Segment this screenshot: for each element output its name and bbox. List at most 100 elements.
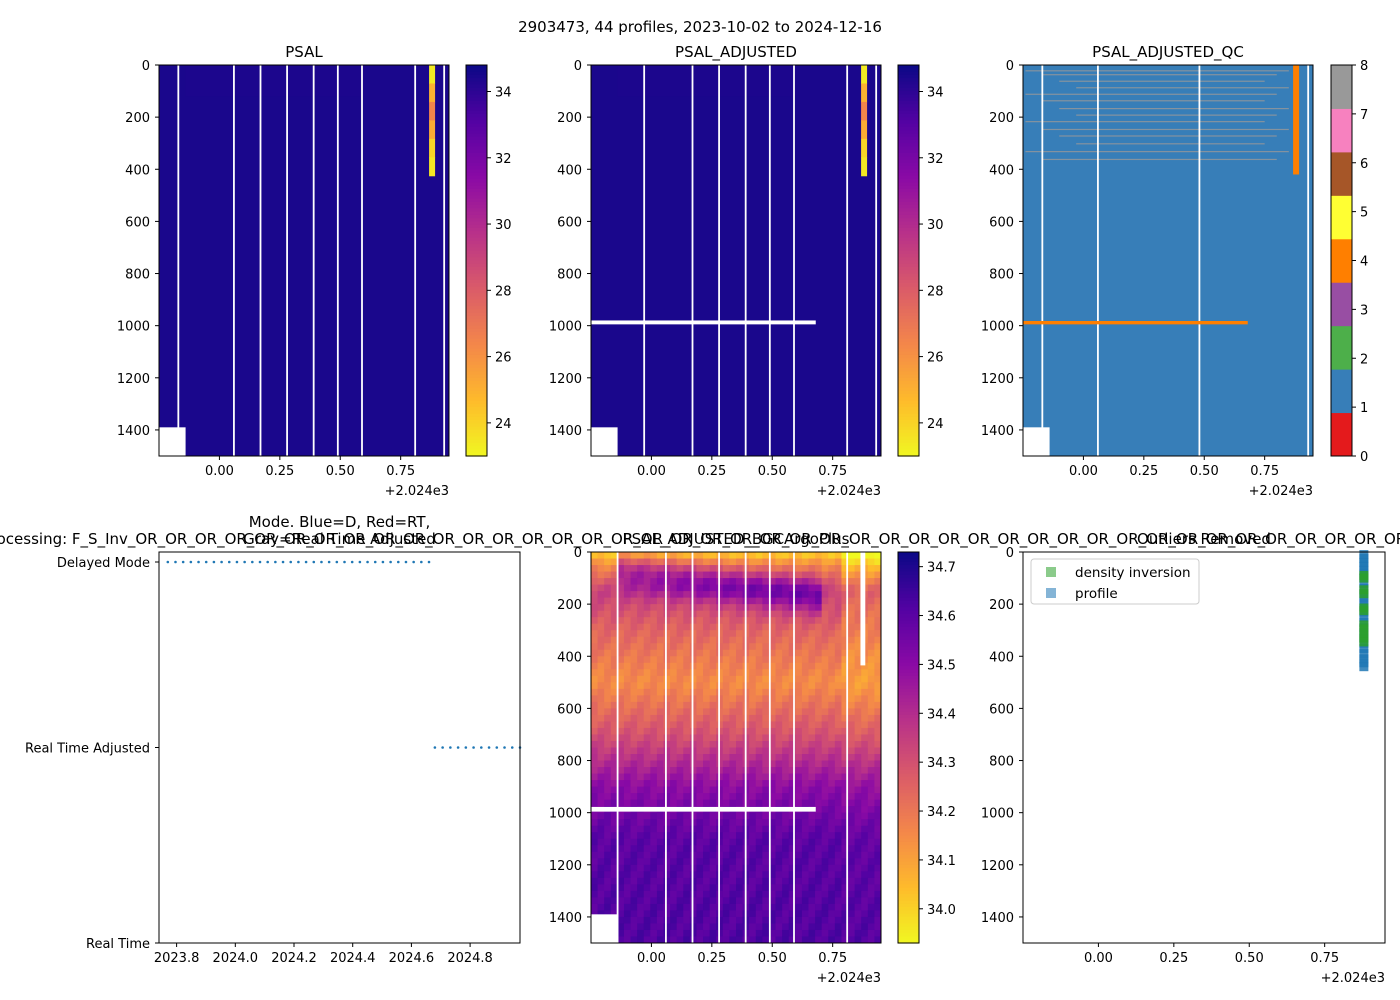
bgc-heatmap-cell: [696, 649, 704, 657]
psal-colorbar-cell: [466, 328, 487, 333]
bgc-heatmap-cell: [689, 649, 697, 657]
bgc-heatmap-cell: [689, 604, 697, 612]
bgc-heatmap-cell: [610, 786, 618, 794]
psal-anomaly-cell: [429, 120, 436, 140]
bgc-heatmap-cell: [670, 910, 678, 918]
psal_adjusted-colorbar-cell: [898, 358, 919, 363]
bgc-heatmap-cell: [782, 812, 790, 820]
bgc-heatmap-cell: [703, 708, 711, 716]
bgc-heatmap-cell: [828, 597, 836, 605]
bgc-heatmap-cell: [703, 714, 711, 722]
bgc-heatmap-cell: [604, 636, 612, 644]
bgc-heatmap-cell: [637, 604, 645, 612]
psal_adjusted-colorbar-cell: [898, 270, 919, 275]
bgc-heatmap-cell: [755, 714, 763, 722]
bgc-heatmap-cell: [689, 793, 697, 801]
bgc-heatmap-cell: [841, 747, 849, 755]
bgc-heatmap-cell: [643, 773, 651, 781]
bgc-heatmap-cell: [848, 688, 856, 696]
mode-point: [235, 560, 239, 564]
bgc-heatmap-cell: [775, 916, 783, 924]
qc-colorbar-cell: [1331, 238, 1352, 283]
bgc-heatmap-cell: [782, 871, 790, 879]
bgc-heatmap-cell: [848, 695, 856, 703]
bgc-heatmap-cell: [736, 812, 744, 820]
bgc-heatmap-cell: [736, 636, 744, 644]
bgc-heatmap-cell: [795, 714, 803, 722]
bgc-heatmap-cell: [755, 597, 763, 605]
bgc-heatmap-cell: [663, 793, 671, 801]
bgc-heatmap-cell: [650, 786, 658, 794]
bgc-heatmap-cell: [696, 669, 704, 677]
bgc-heatmap-cell: [696, 760, 704, 768]
bgc-heatmap-cell: [795, 754, 803, 762]
bgc-heatmap-cell: [808, 884, 816, 892]
bgc-heatmap-cell: [604, 890, 612, 898]
bgc-heatmap-cell: [689, 747, 697, 755]
psal-colorbar-cell: [466, 240, 487, 245]
bgc-heatmap-cell: [815, 701, 823, 709]
bgc-heatmap-cell: [650, 890, 658, 898]
bgc-heatmap-cell: [736, 916, 744, 924]
bgc-heatmap-cell: [617, 604, 625, 612]
bgc-heatmap-cell: [709, 767, 717, 775]
bgc-heatmap-cell: [623, 662, 632, 670]
bgc-heatmap-cell: [683, 630, 691, 638]
bgc-heatmap-cell: [591, 812, 599, 820]
bgc-heatmap-cell: [703, 662, 711, 670]
psal_adjusted-colorbar-cell: [898, 429, 919, 434]
bgc-heatmap-cell: [703, 552, 711, 560]
bgc-heatmap-cell: [762, 695, 770, 703]
bgc-heatmap-cell: [696, 682, 704, 690]
bgc-heatmap-cell: [821, 721, 829, 729]
bgc-heatmap-cell: [841, 734, 849, 742]
bgc-heatmap-cell: [768, 630, 777, 638]
bgc-heatmap-cell: [656, 701, 664, 709]
bgc-heatmap-cell: [848, 662, 856, 670]
bgc-heatmap-cell: [861, 858, 869, 866]
bgc-heatmap-cell: [663, 727, 671, 735]
bgc-heatmap-cell: [768, 832, 777, 840]
psal_adjusted_qc-ytick-label: 0: [1006, 59, 1014, 74]
bgc-heatmap-cell: [722, 877, 730, 885]
bgcargoplus-profile-gap: [616, 552, 619, 943]
bgc-heatmap-cell: [591, 656, 599, 664]
bgc-heatmap-cell: [755, 695, 763, 703]
psal_adjusted-colorbar-cell: [898, 133, 919, 138]
bgc-heatmap-cell: [722, 604, 730, 612]
bgc-heatmap-cell: [630, 636, 638, 644]
bgcargoplus-colorbar-cell: [898, 754, 919, 758]
psal_adjusted-xtick-label: 0.25: [697, 464, 726, 479]
bgc-heatmap-cell: [828, 936, 836, 944]
bgc-heatmap-cell: [683, 662, 691, 670]
bgc-heatmap-cell: [775, 701, 783, 709]
bgc-heatmap-cell: [656, 916, 664, 924]
bgc-heatmap-cell: [656, 825, 664, 833]
bgc-heatmap-cell: [683, 845, 691, 853]
bgc-heatmap-cell: [729, 597, 737, 605]
bgc-heatmap-cell: [729, 688, 737, 696]
bgc-heatmap-cell: [834, 695, 842, 703]
bgc-heatmap-cell: [828, 675, 836, 683]
bgc-heatmap-cell: [729, 897, 737, 905]
bgc-heatmap-cell: [637, 688, 645, 696]
bgc-heatmap-cell: [854, 669, 862, 677]
bgc-heatmap-cell: [722, 871, 730, 879]
bgc-heatmap-cell: [801, 682, 809, 690]
bgc-heatmap-cell: [591, 747, 599, 755]
bgc-heatmap-cell: [861, 740, 869, 748]
bgc-heatmap-cell: [861, 929, 869, 937]
bgc-heatmap-cell: [762, 584, 770, 592]
bgc-heatmap-cell: [749, 871, 757, 879]
bgc-heatmap-cell: [788, 897, 796, 905]
bgc-heatmap-cell: [604, 708, 612, 716]
qc-flag8-streak: [1059, 135, 1277, 137]
psal-colorbar-cell: [466, 410, 487, 415]
bgc-heatmap-cell: [834, 819, 842, 827]
bgc-heatmap-cell: [749, 688, 757, 696]
bgc-heatmap-cell: [610, 656, 618, 664]
bgc-heatmap-cell: [663, 630, 671, 638]
bgc-heatmap-cell: [755, 721, 763, 729]
bgc-heatmap-cell: [683, 890, 691, 898]
bgc-heatmap-cell: [874, 636, 882, 644]
